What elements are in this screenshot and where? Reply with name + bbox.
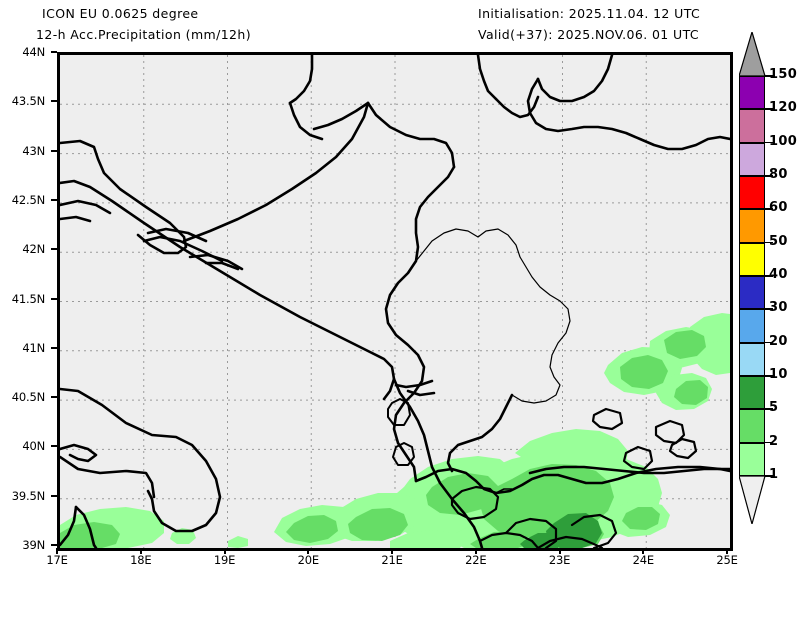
colorbar-band [739,342,765,376]
precipitation-map [57,52,733,551]
lon-tick-mark [223,548,226,554]
lon-tick-label: 24E [632,553,655,567]
lon-tick-mark [726,548,728,554]
lat-tick-label: 43.5N [11,94,45,109]
lat-tick-label: 39N [22,538,45,552]
colorbar-tick-label: 5 [769,400,779,416]
colorbar-tick-label: 30 [769,300,788,316]
colorbar-tick-label: 80 [769,167,788,182]
colorbar-tick-label: 20 [769,333,788,349]
latitude-axis: 39N 39.5N 40N 40.5N 41N 41.5N 42N 42.5N 43N 43.5N… [0,0,57,618]
map-canvas [60,55,730,548]
valid-time: Valid(+37): 2025.NOV.06. 01 UTC [478,27,700,42]
colorbar-tick-label: 40 [769,267,788,282]
lat-tick-mark [51,346,57,349]
lat-tick-label: 42N [22,242,45,257]
colorbar-tick-mark [765,108,773,110]
colorbar-tick-mark [765,208,773,210]
colorbar-tick-label: 2 [769,433,779,449]
lat-tick-mark [51,297,57,300]
colorbar: 1 2 5 10 20 30 40 50 60 80 100 120 150 [735,32,798,538]
colorbar-tick-label: 150 [769,67,798,82]
model-title: ICON EU 0.0625 degree [42,6,199,21]
coastline-borders [60,55,730,548]
lon-tick-label: 25E [716,553,738,567]
colorbar-band [739,209,765,243]
colorbar-tick-mark [765,375,773,377]
colorbar-tick-mark [765,475,773,477]
colorbar-tick-label: 10 [769,367,788,382]
colorbar-tick-mark [765,75,773,77]
colorbar-tick-label: 100 [769,133,798,149]
lat-tick-label: 42.5N [11,192,45,207]
lon-tick-label: 21E [381,553,403,567]
colorbar-tick-mark [765,308,773,310]
colorbar-band [739,176,765,210]
lat-tick-label: 40N [22,439,45,454]
lon-tick-label: 22E [465,553,487,567]
colorbar-tick-label: 120 [769,100,798,116]
colorbar-tick-mark [765,441,773,444]
lon-tick-mark [391,548,393,554]
colorbar-band [739,76,765,110]
lat-tick-mark [51,396,57,399]
lat-tick-label: 41N [22,340,45,355]
lat-tick-mark [51,198,57,201]
lat-tick-mark [51,494,57,497]
lon-tick-label: 17E [46,553,68,567]
colorbar-band [739,309,765,343]
colorbar-tick-mark [765,241,773,244]
lat-tick-mark [51,544,57,546]
colorbar-tick-label: 50 [769,233,788,249]
colorbar-tick-mark [765,175,773,177]
colorbar-band [739,276,765,310]
colorbar-band [739,409,765,443]
lon-tick-mark [474,548,477,554]
lon-tick-mark [642,548,645,554]
lon-tick-mark [139,548,142,554]
colorbar-band [739,142,765,176]
colorbar-band [739,442,765,476]
lat-tick-label: 40.5N [11,390,45,405]
colorbar-band [739,242,765,276]
colorbar-under-arrow [739,476,766,524]
lat-tick-label: 44N [22,45,45,59]
colorbar-tick-label: 60 [769,200,788,216]
colorbar-tick-mark [765,141,773,144]
lat-tick-mark [51,248,57,251]
colorbar-tick-mark [765,275,773,277]
lon-tick-mark [558,548,561,554]
gridlines [60,55,730,548]
lat-tick-mark [51,445,57,448]
lon-tick-mark [307,548,310,554]
lon-tick-mark [56,548,58,554]
lat-tick-label: 39.5N [11,488,45,503]
lat-tick-label: 41.5N [11,291,45,306]
colorbar-over-arrow [739,32,766,76]
field-title: 12-h Acc.Precipitation (mm/12h) [36,27,252,42]
lat-tick-mark [51,149,57,152]
colorbar-tick-label: 1 [769,467,779,482]
lon-tick-label: 20E [297,553,320,567]
colorbar-tick-mark [765,408,773,410]
colorbar-band [739,376,765,410]
lon-tick-label: 19E [213,553,236,567]
colorbar-tick-mark [765,341,773,344]
lon-tick-label: 23E [548,553,571,567]
initialisation-time: Initialisation: 2025.11.04. 12 UTC [478,6,701,21]
lat-tick-label: 43N [22,143,45,158]
lat-tick-mark [51,100,57,103]
lat-tick-mark [51,51,57,53]
colorbar-band [739,109,765,143]
lon-tick-label: 18E [130,553,152,567]
